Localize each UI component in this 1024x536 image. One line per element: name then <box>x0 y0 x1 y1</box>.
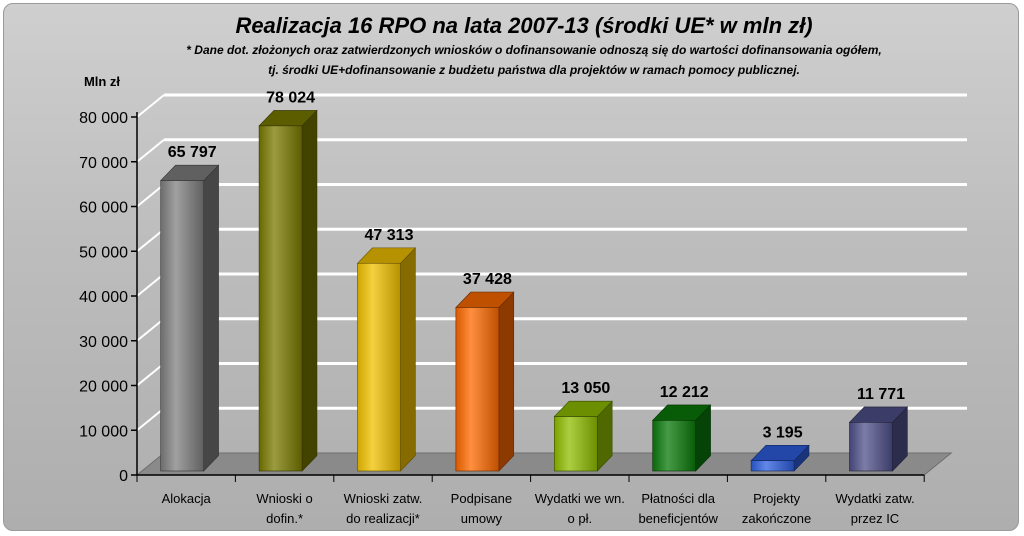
data-label: 47 313 <box>365 227 414 244</box>
data-label: 12 212 <box>660 384 709 401</box>
gridline-side <box>136 407 165 432</box>
bar <box>849 422 893 472</box>
x-tick-label: Podpisane <box>451 491 512 506</box>
x-tick-label: Płatności dla <box>641 491 715 506</box>
bar-group <box>159 164 220 472</box>
x-tick-label: Wnioski o <box>256 491 312 506</box>
x-tick-label: Wydatki zatw. <box>835 491 914 506</box>
x-tick-label: beneficjentów <box>638 511 718 526</box>
bar-side <box>498 291 515 472</box>
plot-area: 0 10 000 20 000 30 000 40 000 50 000 60 000 70 … <box>79 89 967 526</box>
data-label: 13 050 <box>561 380 610 397</box>
data-label: 78 024 <box>266 89 315 106</box>
gridline-side <box>136 94 165 118</box>
bar <box>750 460 795 472</box>
bar-group <box>651 404 712 472</box>
gridline-side <box>136 183 165 208</box>
y-tick-label: 0 <box>119 468 128 485</box>
data-label: 3 195 <box>763 424 803 441</box>
bar-side <box>301 109 318 472</box>
x-tick-label: Wnioski zatw. <box>344 491 423 506</box>
x-tick-label: przez IC <box>851 511 899 526</box>
y-tick-label: 50 000 <box>79 244 128 261</box>
y-tick-label: 10 000 <box>79 423 128 440</box>
gridline-side <box>136 138 165 163</box>
x-tick-label: zakończone <box>742 511 811 526</box>
y-tick-label: 70 000 <box>79 155 128 172</box>
bar-side <box>203 164 219 472</box>
data-label: 65 797 <box>168 144 217 161</box>
x-tick-label: o pł. <box>568 511 593 526</box>
y-tick-label: 60 000 <box>79 200 128 217</box>
chart-title: Realizacja 16 RPO na lata 2007-13 (środk… <box>235 13 812 38</box>
x-tick-label: Alokacja <box>162 491 212 506</box>
chart-frame: Realizacja 16 RPO na lata 2007-13 (środk… <box>3 3 1019 531</box>
x-tick-label: Projekty <box>753 491 800 506</box>
x-tick-label: Wydatki we wn. <box>535 491 625 506</box>
y-tick-label: 40 000 <box>79 289 128 306</box>
bar-group <box>356 247 417 472</box>
bar-group <box>455 291 515 472</box>
bar <box>553 416 598 472</box>
x-tick-label: do realizacji* <box>346 511 420 526</box>
y-axis-unit-label: Mln zł <box>84 74 120 89</box>
bar-chart: Realizacja 16 RPO na lata 2007-13 (środk… <box>79 13 967 526</box>
bar <box>258 125 303 472</box>
bar <box>455 307 500 472</box>
bar-group <box>750 444 810 472</box>
data-label: 11 771 <box>857 386 905 403</box>
bar <box>160 180 204 472</box>
bar <box>652 420 697 472</box>
y-tick-label: 80 000 <box>79 110 128 127</box>
y-tick-label: 30 000 <box>79 334 128 351</box>
bar-side <box>400 247 416 472</box>
bar-group <box>553 400 613 472</box>
gridline-side <box>136 273 165 297</box>
x-tick-label: umowy <box>461 511 503 526</box>
data-label: 37 428 <box>463 271 512 288</box>
bar-group <box>848 406 909 472</box>
chart-subtitle-line-2: tj. środki UE+dofinansowanie z budżetu p… <box>268 63 800 77</box>
y-tick-label: 20 000 <box>79 379 128 396</box>
chart-subtitle-line-1: * Dane dot. złożonych oraz zatwierdzonyc… <box>186 43 881 57</box>
gridline-side <box>136 228 165 253</box>
bar <box>357 262 401 472</box>
bar-group <box>258 109 318 472</box>
x-tick-label: dofin.* <box>266 511 303 526</box>
gridline-side <box>136 362 165 387</box>
gridline-side <box>136 317 165 342</box>
